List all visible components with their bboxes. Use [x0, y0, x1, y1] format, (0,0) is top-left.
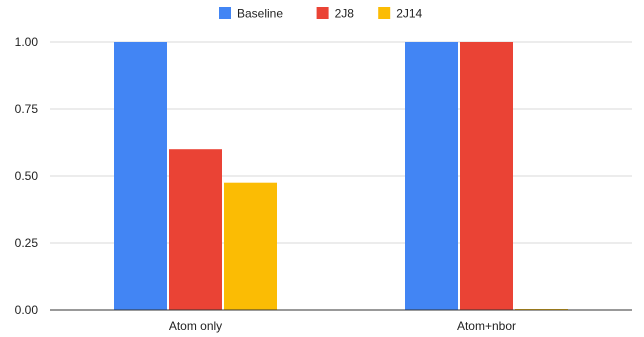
bar-baseline-atom-only [114, 42, 167, 310]
legend-swatch-2j14 [378, 7, 391, 19]
legend-label-2j8: 2J8 [335, 7, 355, 21]
bars [114, 42, 568, 310]
x-category-label: Atom+nbor [457, 319, 516, 333]
bar-baseline-atom-nbor [405, 42, 458, 310]
y-tick-label: 0.75 [15, 102, 39, 116]
category-labels: Atom only Atom+nbor [169, 319, 516, 333]
legend-label-2j14: 2J14 [396, 7, 422, 21]
legend-swatch-2j8 [316, 7, 329, 19]
bar-2j14-atom-only [224, 182, 277, 310]
y-axis-tick-labels: 0.00 0.25 0.50 0.75 1.00 [15, 35, 39, 317]
legend-label-baseline: Baseline [237, 7, 283, 21]
y-tick-label: 0.25 [15, 236, 39, 250]
bar-2j8-atom-only [169, 149, 222, 310]
legend: Baseline 2J8 2J14 [219, 7, 423, 21]
x-category-label: Atom only [169, 319, 222, 333]
legend-swatch-baseline [219, 7, 231, 19]
y-tick-label: 0.00 [15, 303, 39, 317]
y-tick-label: 0.50 [15, 169, 39, 183]
y-tick-label: 1.00 [15, 35, 39, 49]
bar-2j8-atom-nbor [460, 42, 513, 310]
